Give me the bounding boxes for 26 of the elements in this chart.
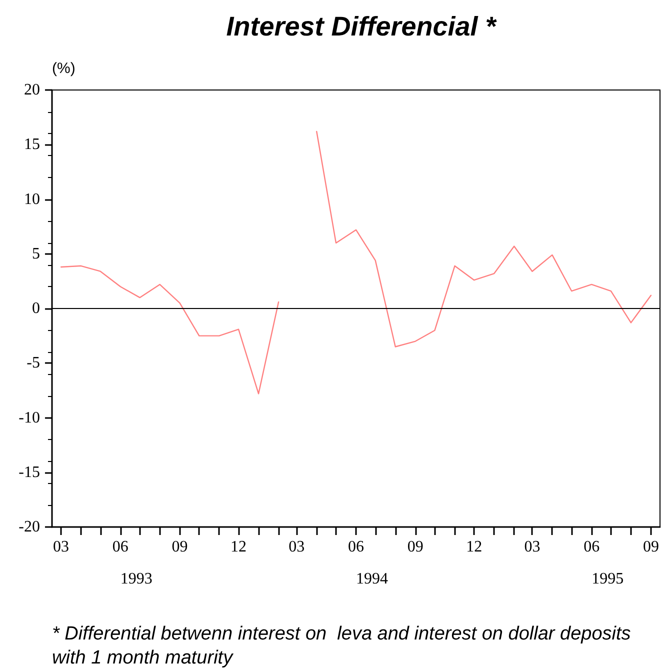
x-tick-label: 09 bbox=[642, 538, 659, 556]
y-tick-label: 15 bbox=[24, 136, 40, 154]
text: 1994 bbox=[356, 570, 388, 588]
y-tick-label: -10 bbox=[18, 409, 40, 426]
x-tick-label: 03 bbox=[524, 538, 540, 556]
y-tick-label: -15 bbox=[18, 464, 40, 481]
text: 1995 bbox=[592, 570, 624, 588]
x-tick-label: 12 bbox=[466, 538, 482, 556]
y-tick-label: 5 bbox=[32, 245, 40, 262]
y-axis-title: (%) bbox=[52, 60, 76, 77]
x-tick-label: 06 bbox=[348, 538, 364, 556]
text: * Differential betwenn interest on leva and interest on dollar deposits with 1 month maturity bbox=[52, 624, 636, 668]
y-tick-label: 0 bbox=[32, 300, 40, 317]
x-tick-label: 03 bbox=[288, 538, 305, 556]
x-tick-label: 12 bbox=[230, 538, 247, 556]
x-tick-label: 09 bbox=[407, 538, 424, 556]
y-tick-label: -20 bbox=[18, 518, 40, 536]
y-tick-label: 10 bbox=[24, 190, 40, 208]
y-tick-label: -5 bbox=[26, 354, 40, 372]
chart-title: Interest Differencial * bbox=[226, 12, 498, 42]
y-tick-label: 20 bbox=[24, 82, 40, 98]
text: 1993 bbox=[120, 570, 152, 588]
x-tick-label: 09 bbox=[172, 538, 188, 556]
x-tick-label: 03 bbox=[53, 538, 70, 556]
x-tick-label: 06 bbox=[584, 538, 600, 556]
x-tick-label: 06 bbox=[112, 538, 128, 556]
